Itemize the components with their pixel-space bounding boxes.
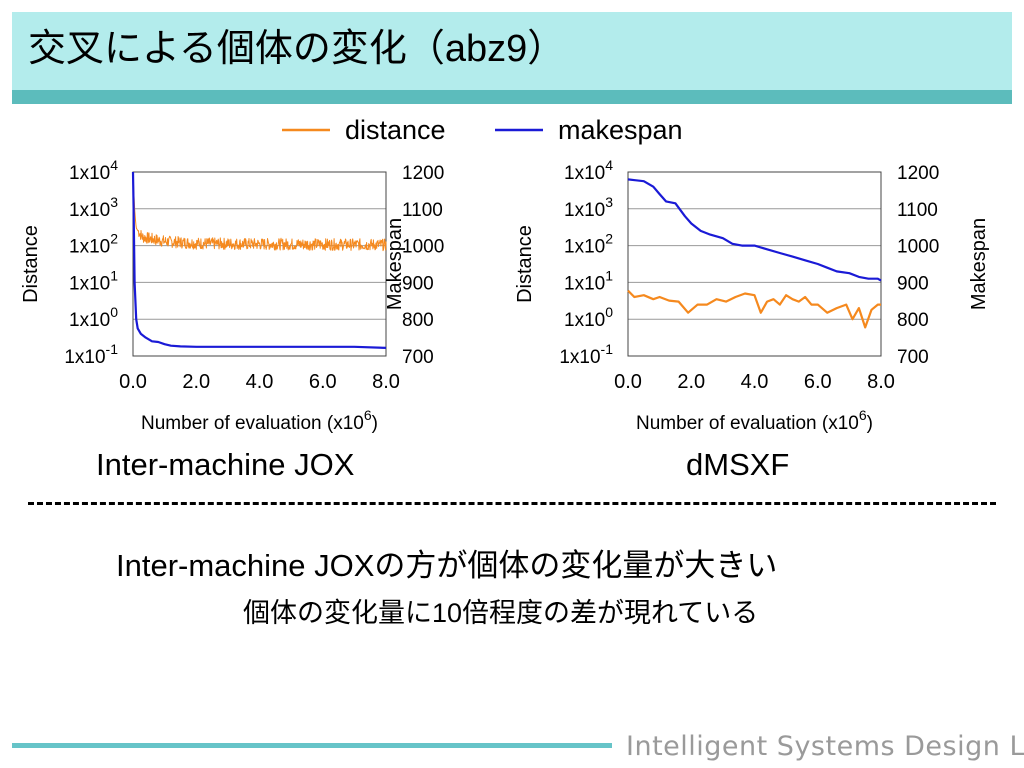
y-axis-label-right: Makespan [384,218,406,310]
slide-title: 交叉による個体の変化（abz9） [28,28,566,70]
series-line-distance [132,171,387,252]
x-axis-label: Number of evaluation (x106) [141,407,378,434]
right-tick-label: 1200 [402,163,444,184]
x-tick-label: 2.0 [182,371,210,393]
charts-area: distance makespan 1x1041x1031x1021x1011x1… [20,115,990,434]
footer-lab-name: Intelligent Systems Design Lab. [626,731,1024,762]
conclusion-line-1: Inter-machine JOXの方が個体の変化量が大きい [116,548,778,583]
title-bar [12,12,1012,90]
x-tick-label: 0.0 [119,371,147,393]
footer-rule [12,743,612,748]
caption-dmsxf: dMSXF [686,447,790,482]
x-tick-label: 2.0 [677,371,705,393]
x-tick-label: 8.0 [372,371,400,393]
left-tick-label: 1x103 [564,194,613,221]
right-tick-label: 900 [897,273,929,294]
x-tick-label: 6.0 [804,371,832,393]
series-line-makespan [627,178,882,282]
left-tick-label: 1x102 [564,231,613,258]
legend-label-distance: distance [345,115,446,145]
title-underline [12,90,1012,104]
chart-dmsxf: 1x104 1x103 1x102 1x101 1x100 1x10-1 1200 1100 1… [514,157,990,434]
right-tick-label: 700 [897,347,929,368]
left-tick-label: 1x101 [69,267,118,294]
y-axis-label-left: Distance [514,225,536,303]
left-tick-label: 1x10-1 [559,341,613,368]
right-tick-label: 900 [402,273,434,294]
x-tick-label: 0.0 [614,371,642,393]
chart-jox: 1x104 1x103 1x102 1x101 1x100 1x10-1 1200 1100 1… [20,157,444,434]
series-line-distance [627,289,881,329]
left-tick-label: 1x101 [564,267,613,294]
left-tick-label: 1x104 [564,157,613,184]
right-tick-label: 800 [402,310,434,331]
right-tick-label: 700 [402,347,434,368]
plot-frame [627,171,882,357]
series-line-makespan [131,171,387,349]
right-tick-label: 1000 [402,237,444,258]
left-tick-label: 1x104 [69,157,118,184]
right-tick-label: 1200 [897,163,939,184]
plot-frame [132,171,387,357]
x-tick-label: 6.0 [309,371,337,393]
left-tick-label: 1x103 [69,194,118,221]
right-tick-label: 1000 [897,237,939,258]
x-tick-label: 4.0 [741,371,769,393]
dashed-divider [28,502,996,505]
x-tick-label: 8.0 [867,371,895,393]
conclusion-line-2: 個体の変化量に10倍程度の差が現れている [243,598,759,628]
x-axis-label: Number of evaluation (x106) [636,407,873,434]
legend-label-makespan: makespan [558,115,683,145]
x-tick-label: 4.0 [246,371,274,393]
right-tick-label: 1100 [897,200,938,221]
right-tick-label: 800 [897,310,929,331]
y-axis-label-left: Distance [20,225,42,303]
right-tick-label: 1100 [402,200,443,221]
y-axis-label-right: Makespan [968,218,990,310]
left-tick-label: 1x100 [564,304,613,331]
caption-jox: Inter-machine JOX [96,447,355,482]
left-tick-label: 1x100 [69,304,118,331]
left-tick-label: 1x102 [69,231,118,258]
chart-legend: distance makespan [282,115,683,145]
left-tick-label: 1x10-1 [64,341,118,368]
